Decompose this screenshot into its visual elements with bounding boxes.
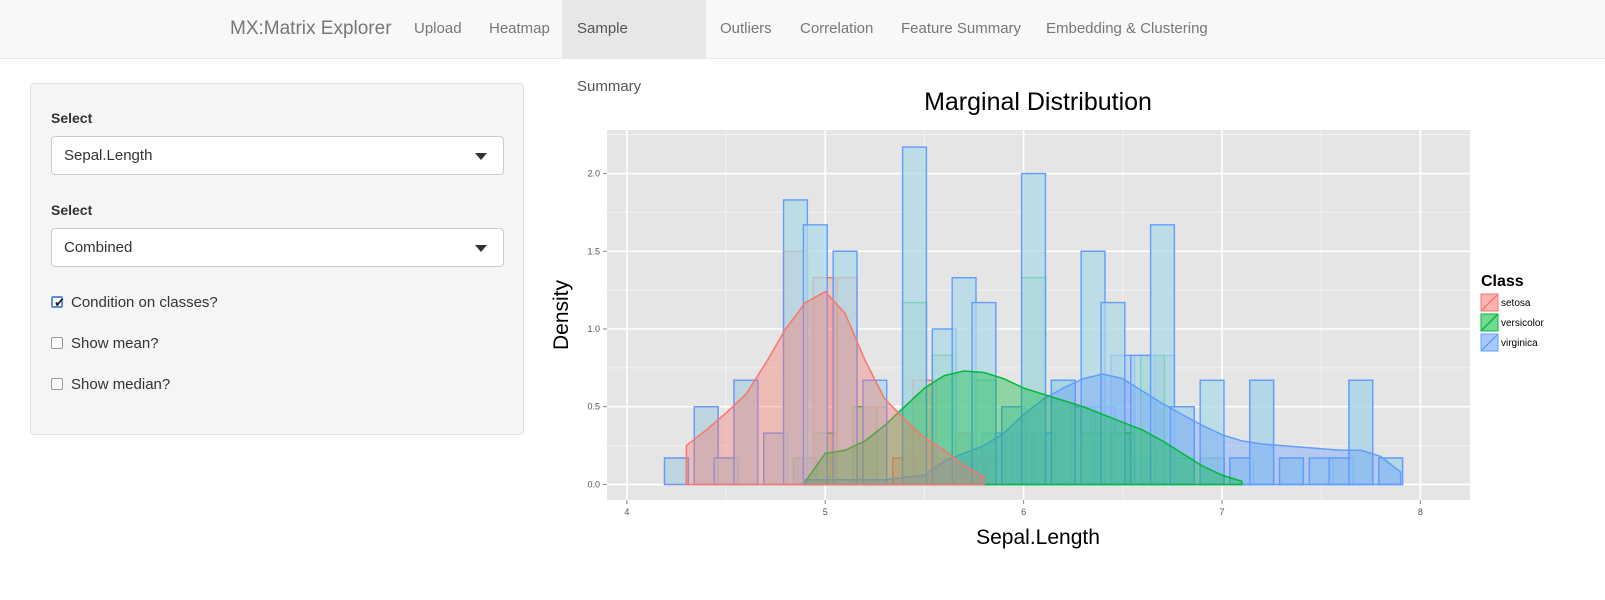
legend-key-slash-versicolor <box>1481 314 1498 331</box>
x-tick-label: 4 <box>624 507 629 517</box>
y-axis-label: Density <box>550 279 573 350</box>
checkbox-unchecked-icon[interactable] <box>51 378 63 390</box>
tab-feature-summary[interactable]: Feature Summary <box>901 20 1022 37</box>
density-layer <box>685 290 1402 486</box>
density-curve-versicolor <box>804 370 1243 486</box>
axes: 4 5 6 7 8 0.0 0.5 1.0 1.5 2.0 <box>587 169 1422 517</box>
chart-title: Marginal Distribution <box>924 88 1152 116</box>
tab-outliers[interactable]: Outliers <box>720 20 772 37</box>
chevron-down-icon <box>475 245 487 252</box>
legend: Class setosa versicolor virginica <box>1480 273 1544 352</box>
navbar: MX:Matrix Explorer Upload Heatmap Sample… <box>0 0 1605 95</box>
show-mean-label: Show mean? <box>71 335 159 352</box>
y-tick-label: 1.5 <box>587 246 600 256</box>
legend-entry-setosa: setosa <box>1501 298 1531 309</box>
x-tick-label: 5 <box>823 507 828 517</box>
tab-embedding-clustering[interactable]: Embedding & Clustering <box>1046 20 1208 37</box>
legend-key-slash-virginica <box>1481 334 1498 351</box>
select-mode-label: Select <box>51 202 93 218</box>
tab-upload[interactable]: Upload <box>414 20 462 37</box>
x-tick-label: 8 <box>1418 507 1423 517</box>
show-median-label: Show median? <box>71 376 171 393</box>
x-axis-label: Sepal.Length <box>976 526 1100 549</box>
select-variable-value: Sepal.Length <box>64 147 153 164</box>
legend-entry-virginica: virginica <box>1501 338 1538 349</box>
density-curve-setosa <box>685 290 985 486</box>
y-tick-label: 0.5 <box>587 402 600 412</box>
select-mode-dropdown[interactable]: Combined <box>51 228 504 267</box>
density-curve-virginica <box>804 373 1402 486</box>
app-brand[interactable]: MX:Matrix Explorer <box>230 18 392 39</box>
select-variable-label: Select <box>51 110 93 126</box>
checkbox-unchecked-icon[interactable] <box>51 337 63 349</box>
select-variable-dropdown[interactable]: Sepal.Length <box>51 136 504 175</box>
condition-on-classes-label: Condition on classes? <box>71 294 218 311</box>
select-mode-value: Combined <box>64 239 133 256</box>
chevron-down-icon <box>475 153 487 160</box>
legend-title: Class <box>1481 273 1524 290</box>
checkbox-checked-icon[interactable]: ✔ <box>51 295 65 310</box>
y-tick-label: 2.0 <box>587 169 600 179</box>
tab-correlation[interactable]: Correlation <box>800 20 874 37</box>
histogram-layer <box>663 146 1404 486</box>
y-tick-label: 1.0 <box>587 324 600 334</box>
tab-sample-summary[interactable]: Sample Summary <box>562 0 706 95</box>
sidebar-panel: Select Sepal.Length Select Combined ✔ Co… <box>30 83 524 435</box>
tab-heatmap[interactable]: Heatmap <box>489 20 550 37</box>
x-tick-label: 7 <box>1220 507 1225 517</box>
marginal-distribution-chart: Marginal Distribution 4 5 6 7 8 0.0 0.5 1.0 1.5 2… <box>550 88 1544 549</box>
legend-key-slash-setosa <box>1481 294 1498 311</box>
y-tick-label: 0.0 <box>587 479 600 489</box>
x-tick-label: 6 <box>1021 507 1026 517</box>
histogram-bar-combined <box>663 457 690 486</box>
legend-entry-versicolor: versicolor <box>1501 318 1544 329</box>
